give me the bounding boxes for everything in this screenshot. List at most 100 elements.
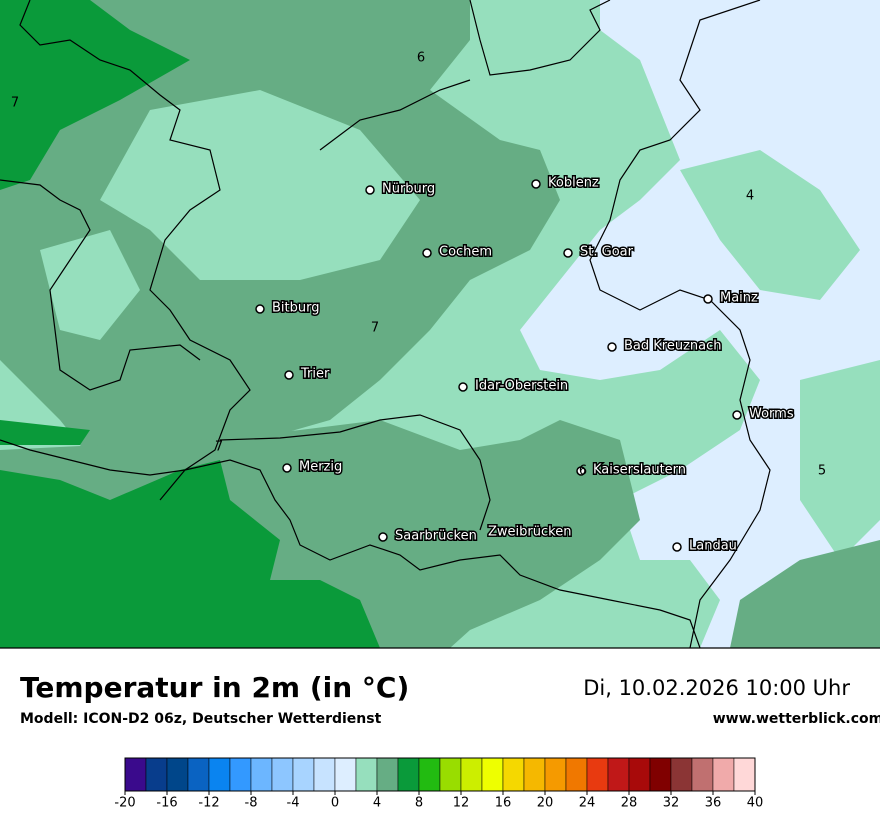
colorbar-swatch [334,757,357,792]
city-dot [732,410,742,420]
city-label: Landau [689,539,737,554]
colorbar-swatch [502,757,525,792]
city-dot [422,248,432,258]
contour-label: 7 [11,96,19,111]
colorbar-swatch [208,757,231,792]
tick-label: 12 [453,796,470,811]
city-label: Kaiserslautern [593,463,686,478]
city-dot [703,294,713,304]
borders [0,0,880,649]
colorbar-swatch [523,757,546,792]
city-dot [458,382,468,392]
city-dot [284,370,294,380]
city-label: Mainz [720,291,758,306]
title: Temperatur in 2m (in °C) [20,671,409,704]
city-dot [365,185,375,195]
city-dot [672,542,682,552]
warm-region-2 [0,0,190,445]
tick-label: 24 [579,796,596,811]
contour-label: 7 [215,440,223,455]
mid-region-3 [730,540,880,648]
city-label: Koblenz [548,176,599,191]
model: Modell: ICON-D2 06z, Deutscher Wetterdie… [20,711,382,727]
city-dot [531,179,541,189]
colorbar-swatch [439,757,462,792]
city-label: Merzig [299,460,342,475]
mild-region-2 [40,90,420,340]
colorbar-swatch [565,757,588,792]
city-label: Bad Kreuznach [624,339,722,354]
tick-label: 28 [621,796,638,811]
colorbar: -20 -16 -12 -8 -4 0 4 8 12 16 20 24 28 32 36 40 [114,757,764,811]
tick-label: 16 [495,796,512,811]
contour-label: 7 [371,321,379,336]
colorbar-swatch [544,757,567,792]
colorbar-swatch [145,757,168,792]
colorbar-swatch [166,757,189,792]
contour-label: 5 [818,464,826,479]
site: www.wetterblick.com [713,711,880,727]
date: Di, 10.02.2026 10:00 Uhr [583,676,850,700]
map: Nürburg Koblenz Cochem St. Goar Bitburg Mainz… [0,0,880,649]
cold-region [520,0,880,648]
colorbar-swatch [712,757,735,792]
tick-label: 20 [537,796,554,811]
tick-label: -20 [114,796,135,811]
tick-label: -8 [245,796,258,811]
colorbar-swatch [124,757,147,792]
city-dot [607,342,617,352]
border [219,414,491,531]
tick-label: 36 [705,796,722,811]
colorbar-swatch [607,757,630,792]
tick-label: 32 [663,796,680,811]
contour-label: 6 [579,464,587,479]
city-label: Zweibrücken [488,525,571,540]
border [589,0,771,649]
colorbar-swatch [292,757,315,792]
tick-label: 4 [373,796,381,811]
colorbar-swatch [397,757,420,792]
colorbar-swatch [670,757,693,792]
border [0,439,701,649]
city-label: Bitburg [272,301,320,316]
border [0,179,201,391]
contour-label: 4 [746,189,754,204]
colorbar-swatch [250,757,273,792]
colorbar-frame [124,757,756,792]
contour-label: 6 [417,51,425,66]
mild-region [680,150,880,560]
tick-label: 8 [415,796,423,811]
colorbar-swatch [313,757,336,792]
colorbar-swatch [460,757,483,792]
border [19,0,251,501]
colorbar-swatch [481,757,504,792]
city-dot [255,304,265,314]
border [469,0,611,76]
tick-label: 40 [747,796,764,811]
tick-label: -12 [198,796,219,811]
colorbar-swatch [628,757,651,792]
city-dot [282,463,292,473]
border [319,79,471,151]
city-label: Trier [300,367,330,382]
colorbar-swatch [733,757,756,792]
colorbar-swatch [187,757,210,792]
tick-label: -16 [156,796,177,811]
city-label: Saarbrücken [395,529,477,544]
city-label: Worms [749,407,794,422]
city-dot [563,248,573,258]
colorbar-swatch [649,757,672,792]
colorbar-swatch [271,757,294,792]
tick-label: 0 [331,796,339,811]
colorbar-swatch [586,757,609,792]
colorbar-swatch [229,757,252,792]
colorbar-swatch [418,757,441,792]
city-dot [576,466,586,476]
city-dot [378,532,388,542]
tick-label: -4 [287,796,300,811]
city-label: Nürburg [382,182,435,197]
city-label: St. Goar [580,245,634,260]
city-label: Idar-Oberstein [475,379,568,394]
warm-region [0,460,380,648]
